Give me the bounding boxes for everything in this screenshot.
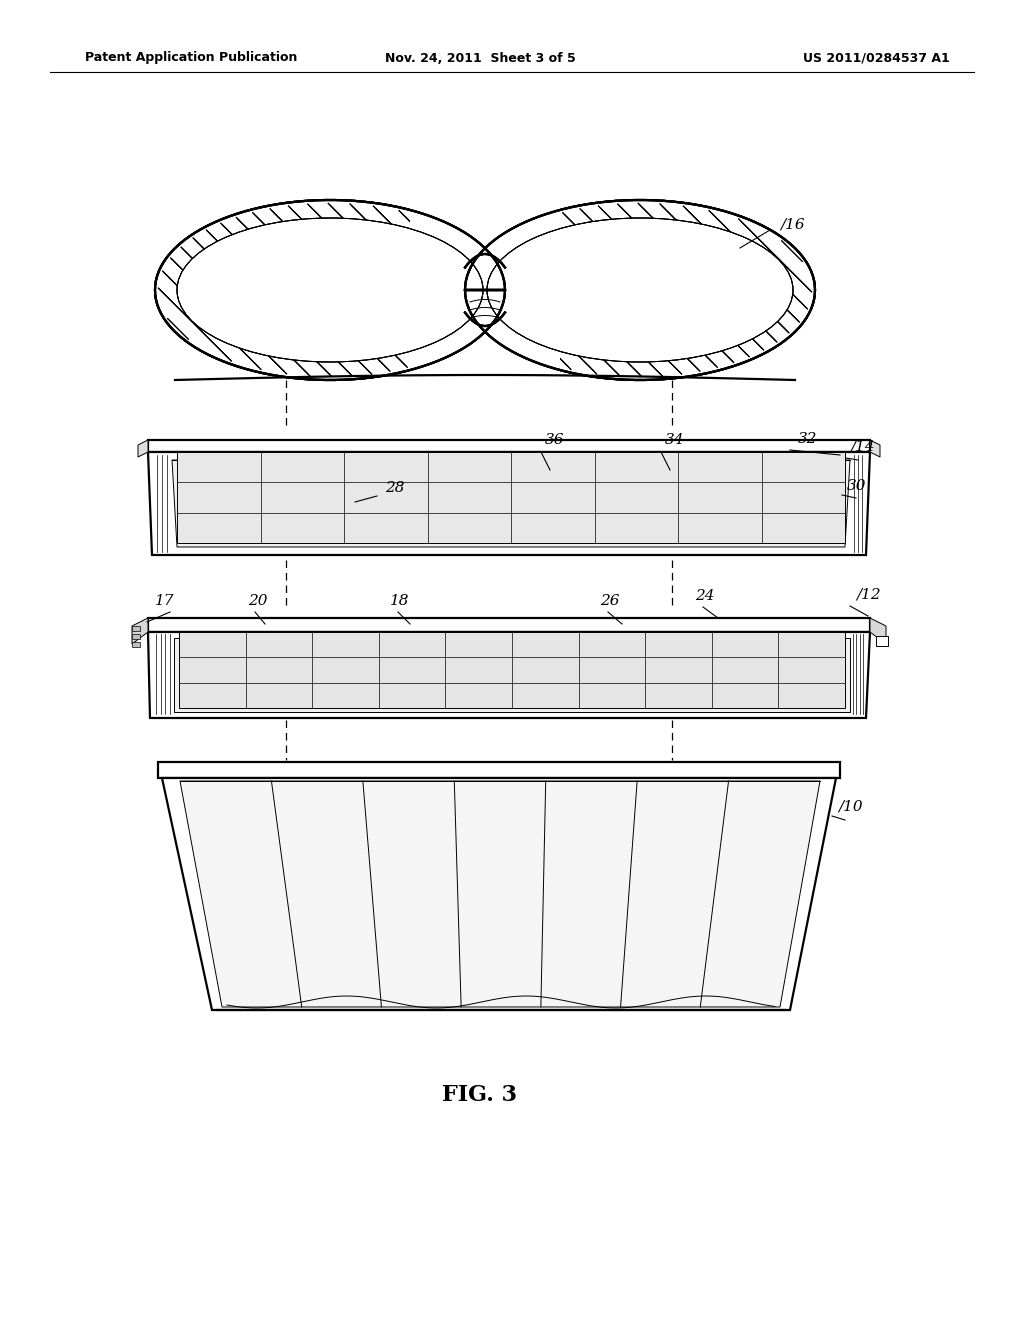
Ellipse shape <box>487 218 793 362</box>
Text: US 2011/0284537 A1: US 2011/0284537 A1 <box>803 51 950 65</box>
Bar <box>410 195 560 385</box>
Text: 30: 30 <box>847 479 866 492</box>
Polygon shape <box>180 781 820 1007</box>
Polygon shape <box>158 762 840 777</box>
Polygon shape <box>148 632 870 718</box>
Text: FIG. 3: FIG. 3 <box>442 1084 517 1106</box>
Text: 20: 20 <box>248 594 267 609</box>
Text: 36: 36 <box>545 433 564 447</box>
Polygon shape <box>132 618 148 644</box>
Polygon shape <box>172 459 850 546</box>
Bar <box>177 451 845 543</box>
Bar <box>410 195 560 385</box>
Text: Patent Application Publication: Patent Application Publication <box>85 51 297 65</box>
Ellipse shape <box>177 218 483 362</box>
Bar <box>132 626 140 631</box>
Text: /10: /10 <box>838 799 862 813</box>
Polygon shape <box>148 618 870 632</box>
Bar <box>132 642 140 647</box>
Text: 24: 24 <box>695 589 715 603</box>
Bar <box>876 636 888 645</box>
Polygon shape <box>148 451 870 554</box>
Ellipse shape <box>177 218 483 362</box>
Ellipse shape <box>487 218 793 362</box>
Polygon shape <box>148 440 870 451</box>
Text: 26: 26 <box>600 594 620 609</box>
Text: 34: 34 <box>665 433 684 447</box>
Text: 32: 32 <box>798 432 817 446</box>
Polygon shape <box>155 201 815 380</box>
Bar <box>179 632 845 708</box>
Bar <box>132 634 140 639</box>
Bar <box>410 190 560 389</box>
Ellipse shape <box>487 218 793 362</box>
Text: 18: 18 <box>390 594 410 609</box>
Ellipse shape <box>177 218 483 362</box>
Polygon shape <box>138 440 148 457</box>
Text: Nov. 24, 2011  Sheet 3 of 5: Nov. 24, 2011 Sheet 3 of 5 <box>385 51 575 65</box>
Text: /16: /16 <box>780 218 805 232</box>
Text: /14: /14 <box>850 440 874 453</box>
Polygon shape <box>155 201 815 380</box>
Polygon shape <box>870 618 886 644</box>
Polygon shape <box>162 777 836 1010</box>
Polygon shape <box>870 440 880 457</box>
Text: 28: 28 <box>385 480 404 495</box>
Text: 17: 17 <box>155 594 174 609</box>
Text: /12: /12 <box>856 587 881 601</box>
Polygon shape <box>174 638 850 711</box>
